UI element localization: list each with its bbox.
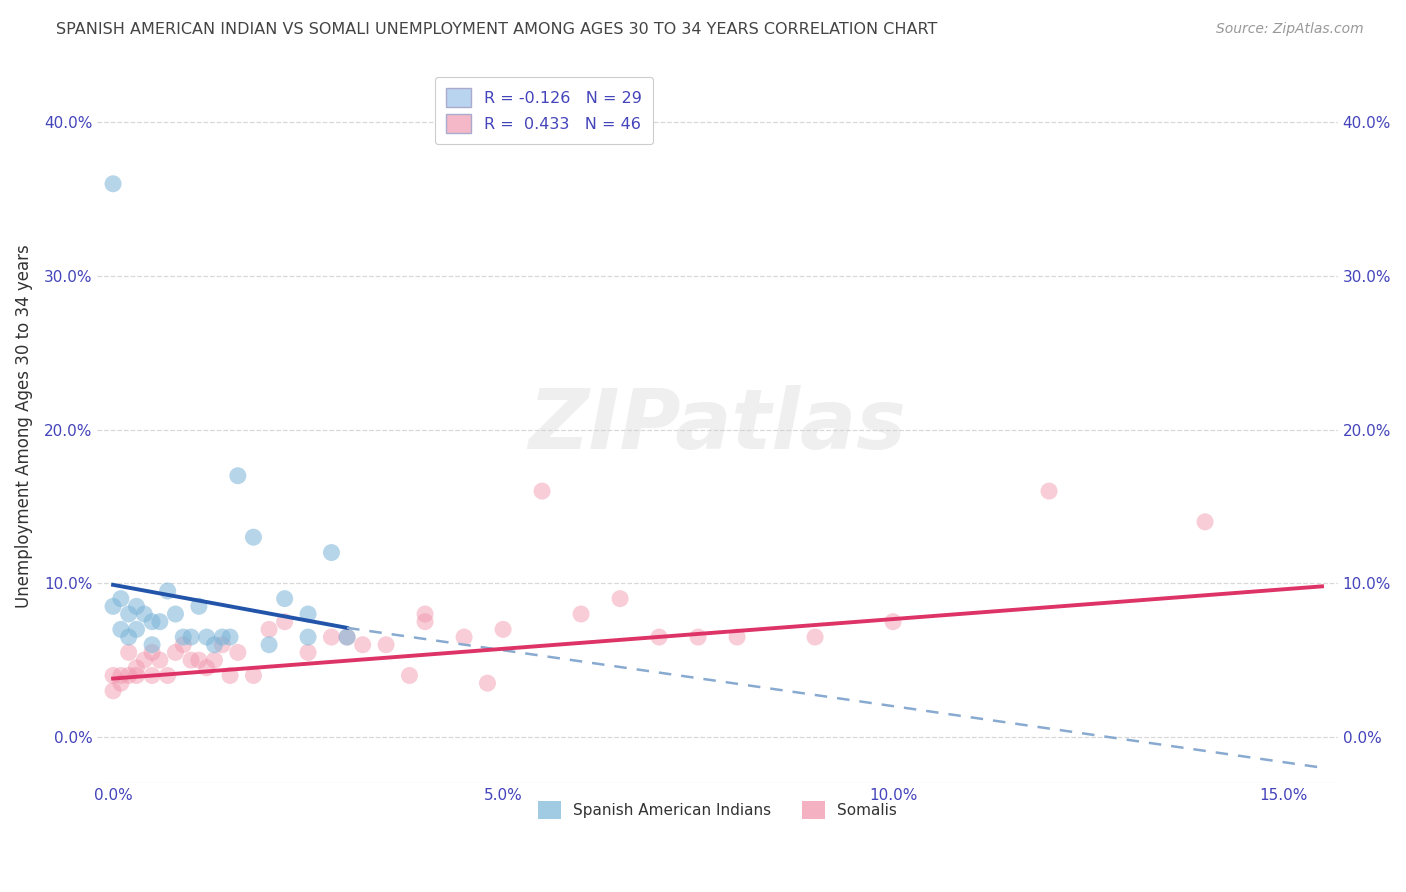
Point bbox=[125, 668, 148, 682]
Point bbox=[219, 630, 242, 644]
Point bbox=[531, 484, 554, 499]
Point bbox=[125, 623, 148, 637]
Point bbox=[118, 668, 141, 682]
Point bbox=[219, 668, 242, 682]
Point bbox=[195, 630, 218, 644]
Point bbox=[118, 607, 141, 621]
Text: SPANISH AMERICAN INDIAN VS SOMALI UNEMPLOYMENT AMONG AGES 30 TO 34 YEARS CORRELA: SPANISH AMERICAN INDIAN VS SOMALI UNEMPL… bbox=[56, 22, 938, 37]
Legend: Spanish American Indians, Somalis: Spanish American Indians, Somalis bbox=[531, 795, 903, 825]
Point bbox=[804, 630, 827, 644]
Point bbox=[149, 653, 172, 667]
Point bbox=[180, 653, 202, 667]
Point bbox=[172, 630, 194, 644]
Point bbox=[211, 638, 233, 652]
Point bbox=[686, 630, 709, 644]
Text: ZIPatlas: ZIPatlas bbox=[529, 385, 907, 467]
Point bbox=[375, 638, 398, 652]
Point bbox=[101, 177, 124, 191]
Point bbox=[125, 661, 148, 675]
Point bbox=[273, 615, 295, 629]
Point bbox=[165, 607, 187, 621]
Point bbox=[156, 668, 179, 682]
Point bbox=[156, 584, 179, 599]
Point bbox=[187, 653, 209, 667]
Point bbox=[118, 630, 141, 644]
Point bbox=[242, 530, 264, 544]
Point bbox=[101, 668, 124, 682]
Point bbox=[101, 683, 124, 698]
Point bbox=[321, 630, 343, 644]
Point bbox=[195, 661, 218, 675]
Point bbox=[134, 607, 156, 621]
Point bbox=[180, 630, 202, 644]
Point bbox=[101, 599, 124, 614]
Point bbox=[321, 545, 343, 559]
Point bbox=[211, 630, 233, 644]
Point bbox=[352, 638, 374, 652]
Point bbox=[226, 645, 249, 659]
Text: Source: ZipAtlas.com: Source: ZipAtlas.com bbox=[1216, 22, 1364, 37]
Point bbox=[492, 623, 515, 637]
Point bbox=[413, 607, 436, 621]
Point bbox=[257, 623, 280, 637]
Point bbox=[609, 591, 631, 606]
Point bbox=[297, 630, 319, 644]
Point bbox=[477, 676, 499, 690]
Point bbox=[204, 653, 226, 667]
Point bbox=[413, 615, 436, 629]
Point bbox=[110, 676, 132, 690]
Point bbox=[257, 638, 280, 652]
Point bbox=[110, 591, 132, 606]
Point bbox=[165, 645, 187, 659]
Point bbox=[134, 653, 156, 667]
Point bbox=[1038, 484, 1060, 499]
Point bbox=[141, 638, 163, 652]
Point bbox=[725, 630, 748, 644]
Point bbox=[336, 630, 359, 644]
Point bbox=[187, 599, 209, 614]
Y-axis label: Unemployment Among Ages 30 to 34 years: Unemployment Among Ages 30 to 34 years bbox=[15, 244, 32, 607]
Point bbox=[882, 615, 904, 629]
Point bbox=[149, 615, 172, 629]
Point bbox=[226, 468, 249, 483]
Point bbox=[569, 607, 592, 621]
Point bbox=[204, 638, 226, 652]
Point bbox=[648, 630, 671, 644]
Point bbox=[141, 645, 163, 659]
Point bbox=[297, 645, 319, 659]
Point bbox=[398, 668, 420, 682]
Point bbox=[242, 668, 264, 682]
Point bbox=[273, 591, 295, 606]
Point bbox=[453, 630, 475, 644]
Point bbox=[172, 638, 194, 652]
Point bbox=[118, 645, 141, 659]
Point bbox=[110, 668, 132, 682]
Point bbox=[1194, 515, 1216, 529]
Point bbox=[336, 630, 359, 644]
Point bbox=[110, 623, 132, 637]
Point bbox=[297, 607, 319, 621]
Point bbox=[141, 668, 163, 682]
Point bbox=[125, 599, 148, 614]
Point bbox=[141, 615, 163, 629]
